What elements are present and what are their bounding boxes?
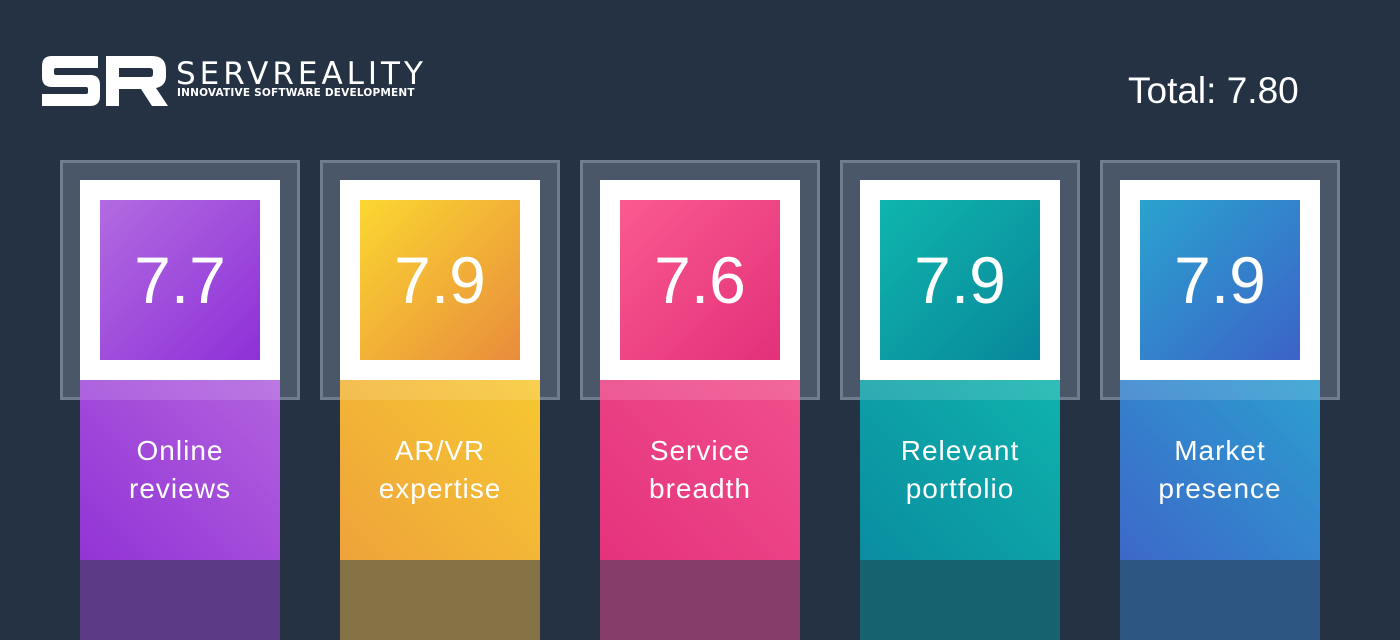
score-value: 7.9 bbox=[914, 243, 1006, 317]
rating-card-online-reviews: 7.7 Online reviews bbox=[60, 160, 300, 640]
score-box: 7.9 bbox=[1140, 200, 1300, 360]
score-value: 7.6 bbox=[654, 243, 746, 317]
category-label: Relevant portfolio bbox=[870, 432, 1050, 508]
card-reflection bbox=[600, 560, 800, 640]
category-label-box: Market presence bbox=[1120, 380, 1320, 560]
score-box: 7.7 bbox=[100, 200, 260, 360]
brand-tagline: INNOVATIVE SOFTWARE DEVELOPMENT bbox=[177, 87, 415, 99]
category-label: AR/VR expertise bbox=[350, 432, 530, 508]
category-label: Market presence bbox=[1130, 432, 1310, 508]
card-reflection bbox=[80, 560, 280, 640]
category-label-box: Online reviews bbox=[80, 380, 280, 560]
score-box: 7.9 bbox=[880, 200, 1040, 360]
score-box: 7.9 bbox=[360, 200, 520, 360]
rating-card-ar-vr-expertise: 7.9 AR/VR expertise bbox=[320, 160, 560, 640]
score-value: 7.7 bbox=[134, 243, 226, 317]
category-label-box: Relevant portfolio bbox=[860, 380, 1060, 560]
score-value: 7.9 bbox=[1174, 243, 1266, 317]
card-reflection bbox=[340, 560, 540, 640]
brand-name: SERVREALITY bbox=[176, 56, 427, 92]
category-label-box: Service breadth bbox=[600, 380, 800, 560]
category-label-line2: breadth bbox=[649, 473, 751, 504]
card-reflection bbox=[1120, 560, 1320, 640]
category-label-line2: presence bbox=[1158, 473, 1282, 504]
score-box: 7.6 bbox=[620, 200, 780, 360]
category-label-line1: Relevant bbox=[900, 435, 1020, 466]
category-label-line1: Online bbox=[136, 435, 224, 466]
category-label-line2: reviews bbox=[129, 473, 231, 504]
rating-card-service-breadth: 7.6 Service breadth bbox=[580, 160, 820, 640]
category-label-line1: Market bbox=[1174, 435, 1266, 466]
category-label: Service breadth bbox=[610, 432, 790, 508]
rating-card-relevant-portfolio: 7.9 Relevant portfolio bbox=[840, 160, 1080, 640]
category-label-line2: portfolio bbox=[905, 473, 1015, 504]
card-reflection bbox=[860, 560, 1060, 640]
category-label: Online reviews bbox=[90, 432, 270, 508]
servreality-logo: SERVREALITY INNOVATIVE SOFTWARE DEVELOPM… bbox=[40, 52, 440, 110]
total-score: Total: 7.80 bbox=[1128, 70, 1299, 111]
category-label-line1: Service bbox=[649, 435, 751, 466]
category-label-line1: AR/VR bbox=[394, 435, 486, 466]
score-value: 7.9 bbox=[394, 243, 486, 317]
category-label-line2: expertise bbox=[378, 473, 502, 504]
rating-card-market-presence: 7.9 Market presence bbox=[1100, 160, 1340, 640]
category-label-box: AR/VR expertise bbox=[340, 380, 540, 560]
sr-monogram-icon bbox=[42, 56, 168, 106]
